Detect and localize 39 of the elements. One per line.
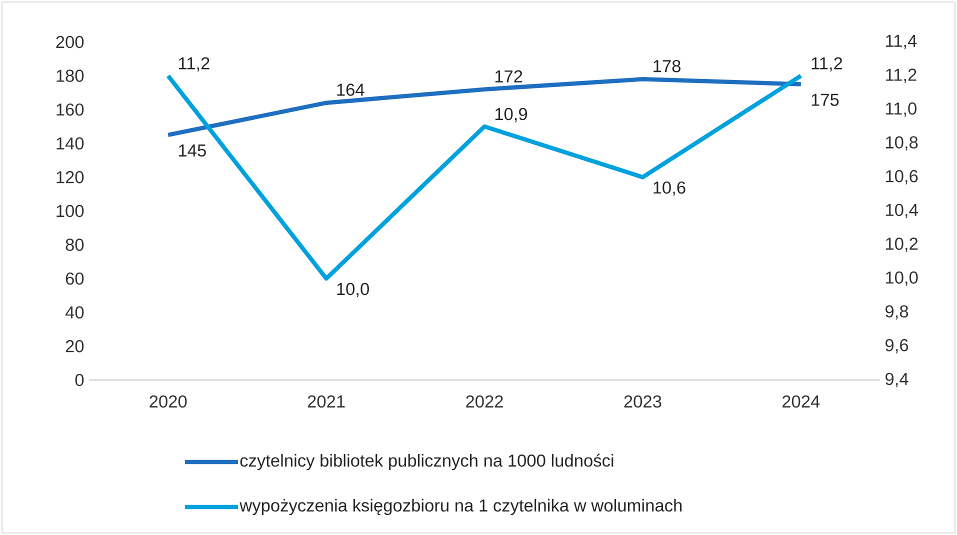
x-tick-label: 2020	[150, 395, 187, 408]
y2-tick-label: 10,4	[886, 204, 918, 218]
data-label: 11,2	[812, 57, 842, 72]
y2-tick-label: 9,8	[886, 305, 908, 320]
data-label: 10,9	[495, 108, 528, 122]
y2-tick-label: 10,2	[886, 238, 918, 252]
data-label: 145	[179, 144, 206, 157]
y-tick-label: 180	[56, 70, 84, 82]
y-tick-label: 40	[65, 306, 84, 319]
y-tick-label: 100	[56, 204, 84, 218]
x-tick-label: 2022	[466, 395, 503, 408]
y2-tick-label: 10,0	[886, 271, 918, 286]
legend-label: czytelnicy bibliotek publicznych na 1000 ludności	[240, 454, 614, 470]
data-label: 172	[495, 70, 522, 82]
y-tick-label: 0	[75, 374, 84, 386]
x-tick-label: 2024	[782, 395, 820, 408]
y2-tick-label: 9,4	[886, 372, 908, 388]
y-tick-label: 140	[56, 137, 84, 150]
data-label: 164	[337, 84, 364, 96]
y-tick-label: 20	[66, 340, 84, 352]
y-tick-label: 60	[66, 272, 84, 285]
y2-tick-label: 11,2	[886, 68, 916, 83]
x-tick-label: 2023	[624, 395, 662, 408]
data-label: 11,2	[179, 57, 210, 72]
y2-tick-label: 11,0	[886, 102, 916, 117]
x-tick-label: 2021	[308, 395, 345, 408]
y-tick-label: 200	[56, 36, 84, 48]
data-label: 10,0	[337, 282, 369, 298]
y2-tick-label: 10,8	[886, 136, 918, 151]
data-label: 10,6	[654, 181, 686, 196]
legend-label: wypożyczenia księgozbioru na 1 czytelnika w woluminach	[240, 498, 682, 516]
y2-tick-label: 10,6	[886, 170, 918, 184]
y-tick-label: 80	[66, 238, 84, 251]
data-label: 175	[812, 94, 839, 106]
y2-tick-label: 9,6	[886, 339, 908, 354]
y-tick-label: 160	[56, 103, 84, 116]
y2-tick-label: 11,4	[886, 34, 917, 50]
y-tick-label: 120	[56, 171, 84, 184]
data-label: 178	[654, 60, 680, 72]
